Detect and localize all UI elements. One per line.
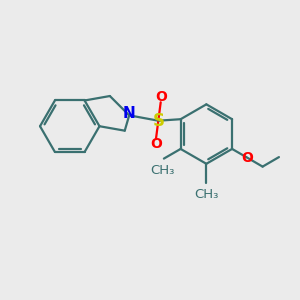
Text: O: O — [155, 90, 167, 104]
Text: O: O — [241, 151, 253, 165]
Text: CH₃: CH₃ — [194, 188, 218, 202]
Text: CH₃: CH₃ — [150, 164, 175, 177]
Text: O: O — [150, 137, 162, 151]
Text: N: N — [123, 106, 136, 121]
Text: S: S — [152, 112, 164, 130]
